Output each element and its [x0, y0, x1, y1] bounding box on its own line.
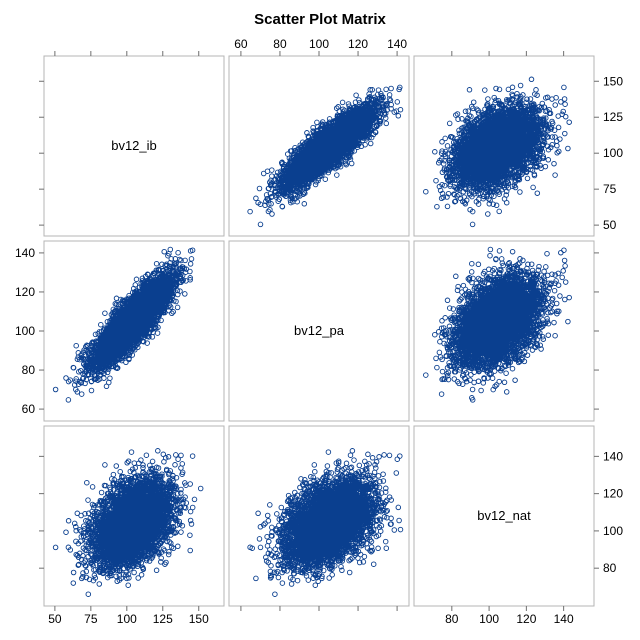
left-middle-tick-label-2: 100: [15, 324, 35, 338]
right-bottom-tick-label-1: 100: [603, 524, 623, 538]
right-top-tick-label-1: 75: [603, 182, 617, 196]
bottom-left-tick-label-4: 150: [189, 612, 209, 626]
right-top-tick-label-4: 150: [603, 74, 623, 88]
bottom-right-tick-label-3: 140: [554, 612, 574, 626]
top-tick-label-0: 60: [234, 37, 248, 51]
bottom-right-tick-label-2: 120: [516, 612, 536, 626]
top-tick-label-3: 120: [348, 37, 368, 51]
left-middle-tick-label-1: 80: [22, 363, 36, 377]
bottom-left-tick-label-0: 50: [48, 612, 62, 626]
top-tick-label-2: 100: [309, 37, 329, 51]
bottom-right-tick-label-0: 80: [445, 612, 459, 626]
right-top-tick-label-3: 125: [603, 110, 623, 124]
right-top-tick-label-2: 100: [603, 146, 623, 160]
bottom-left-tick-label-2: 100: [117, 612, 137, 626]
left-middle-tick-label-3: 120: [15, 285, 35, 299]
right-bottom-tick-label-2: 120: [603, 487, 623, 501]
variable-label-bv12_ib: bv12_ib: [111, 138, 157, 153]
bottom-left-tick-label-1: 75: [84, 612, 98, 626]
right-bottom-tick-label-0: 80: [603, 561, 617, 575]
left-middle-tick-label-4: 140: [15, 246, 35, 260]
top-tick-label-1: 80: [273, 37, 287, 51]
top-tick-label-4: 140: [387, 37, 407, 51]
bottom-left-tick-label-3: 125: [153, 612, 173, 626]
variable-label-bv12_pa: bv12_pa: [294, 323, 345, 338]
right-bottom-tick-label-3: 140: [603, 449, 623, 463]
left-middle-tick-label-0: 60: [22, 402, 36, 416]
chart-title: Scatter Plot Matrix: [254, 11, 386, 28]
right-top-tick-label-0: 50: [603, 218, 617, 232]
variable-label-bv12_nat: bv12_nat: [477, 508, 531, 523]
bottom-right-tick-label-1: 100: [479, 612, 499, 626]
